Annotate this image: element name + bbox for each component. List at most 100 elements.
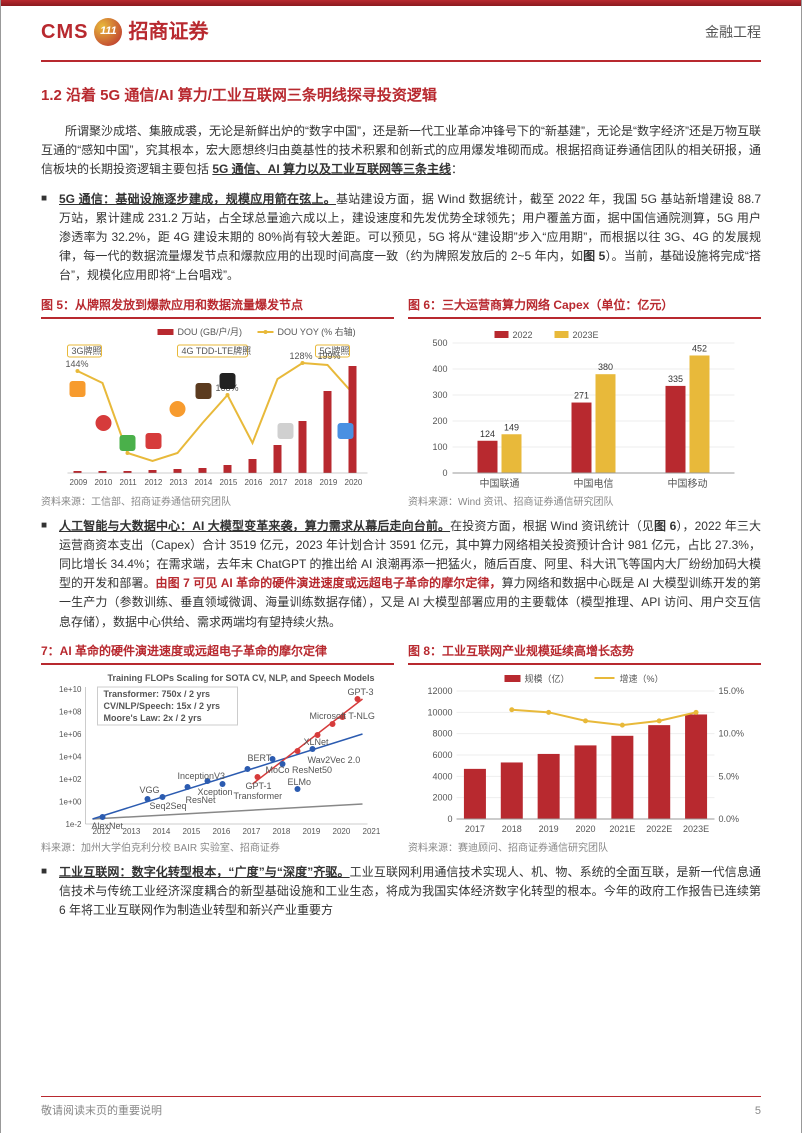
svg-text:2014: 2014: [153, 827, 171, 836]
logo-icon: 111: [94, 18, 122, 46]
figure-5-source: 资料来源：工信部、招商证券通信研究团队: [41, 495, 394, 511]
svg-text:Seq2Seq: Seq2Seq: [150, 801, 187, 811]
svg-text:10.0%: 10.0%: [719, 729, 745, 739]
svg-text:BERT: BERT: [248, 753, 272, 763]
svg-text:XLNet: XLNet: [304, 737, 330, 747]
bullet-5g-figref: 图 5: [583, 249, 605, 263]
svg-text:2000: 2000: [432, 793, 452, 803]
figure-5-chart: DOU (GB/户/月) DOU YOY (% 右轴) 3G牌照 4G TDD-…: [41, 323, 394, 493]
svg-text:1e+10: 1e+10: [59, 685, 82, 694]
fig7-leg1: Transformer: 750x / 2 yrs: [104, 689, 211, 699]
footer: 敬请阅读末页的重要说明 5: [41, 1096, 761, 1121]
svg-text:2013: 2013: [170, 478, 188, 487]
svg-text:VGG: VGG: [140, 785, 160, 795]
fig5-p199: 199%: [318, 351, 341, 361]
figure-6-title: 图 6：三大运营商算力网络 Capex（单位：亿元）: [408, 296, 761, 319]
svg-text:2018: 2018: [273, 827, 291, 836]
svg-text:335: 335: [668, 374, 683, 384]
figure-8-chart: 规模（亿）增速（%）0200040006000800010000120000.0…: [408, 669, 761, 839]
svg-text:5.0%: 5.0%: [719, 771, 740, 781]
section-title: 1.2 沿着 5G 通信/AI 算力/工业互联网三条明线探寻投资逻辑: [41, 84, 761, 108]
figure-6-chart: 20222023E0100200300400500124149中国联通27138…: [408, 323, 761, 493]
header: CMS 111 招商证券 金融工程: [41, 6, 761, 56]
fig7-leg2: CV/NLP/Speech: 15x / 2 yrs: [104, 701, 221, 711]
fig7-subtitle: Training FLOPs Scaling for SOTA CV, NLP,…: [108, 673, 375, 683]
svg-text:1e+00: 1e+00: [59, 798, 82, 807]
svg-text:1e+02: 1e+02: [59, 775, 82, 784]
svg-text:2018: 2018: [502, 824, 522, 834]
figure-5: 图 5：从牌照发放到爆款应用和数据流量爆发节点 DOU (GB/户/月) DOU…: [41, 296, 394, 511]
logo-cn: 招商证券: [128, 16, 208, 48]
bullet-ai-figref: 图 6: [654, 519, 676, 533]
svg-text:2019: 2019: [303, 827, 321, 836]
svg-text:2017: 2017: [465, 824, 485, 834]
svg-text:1e+08: 1e+08: [59, 708, 82, 717]
figure-7-title: 7：AI 革命的硬件演进速度或远超电子革命的摩尔定律: [41, 642, 394, 665]
svg-text:2012: 2012: [145, 478, 163, 487]
svg-text:2022: 2022: [513, 330, 533, 340]
svg-text:2009: 2009: [70, 478, 88, 487]
svg-text:2018: 2018: [295, 478, 313, 487]
svg-text:2016: 2016: [213, 827, 231, 836]
svg-text:0: 0: [442, 468, 447, 478]
svg-text:300: 300: [432, 390, 447, 400]
footer-left: 敬请阅读末页的重要说明: [41, 1103, 162, 1121]
figure-8: 图 8：工业互联网产业规模延续高增长态势 规模（亿）增速（%）020004000…: [408, 642, 761, 857]
svg-text:380: 380: [598, 362, 613, 372]
svg-text:2015: 2015: [220, 478, 238, 487]
svg-text:InceptionV3: InceptionV3: [178, 771, 226, 781]
intro-underline: 5G 通信、AI 算力以及工业互联网等三条主线: [212, 162, 451, 176]
bullet-ai-red: 由图 7 可见 AI 革命的硬件演进速度或远超电子革命的摩尔定律，: [156, 576, 502, 590]
svg-text:4000: 4000: [432, 771, 452, 781]
figure-6: 图 6：三大运营商算力网络 Capex（单位：亿元） 20222023E0100…: [408, 296, 761, 511]
svg-text:ResNet: ResNet: [186, 795, 217, 805]
figure-row-1: 图 5：从牌照发放到爆款应用和数据流量爆发节点 DOU (GB/户/月) DOU…: [41, 296, 761, 511]
svg-text:400: 400: [432, 364, 447, 374]
svg-text:6000: 6000: [432, 750, 452, 760]
fig5-p128: 128%: [290, 351, 313, 361]
svg-text:12000: 12000: [427, 686, 452, 696]
svg-text:中国联通: 中国联通: [480, 477, 520, 490]
svg-text:2021E: 2021E: [609, 824, 635, 834]
bullet-ai: 人工智能与大数据中心：AI 大模型变革来袭，算力需求从幕后走向台前。在投资方面，…: [41, 517, 761, 632]
svg-text:8000: 8000: [432, 729, 452, 739]
header-category: 金融工程: [705, 21, 761, 43]
svg-text:149: 149: [504, 422, 519, 432]
figure-5-title: 图 5：从牌照发放到爆款应用和数据流量爆发节点: [41, 296, 394, 319]
svg-text:2017: 2017: [270, 478, 288, 487]
svg-text:124: 124: [480, 428, 495, 438]
svg-text:1e+06: 1e+06: [59, 730, 82, 739]
svg-text:0.0%: 0.0%: [719, 814, 740, 824]
svg-text:1e-2: 1e-2: [65, 820, 82, 829]
intro-paragraph: 所谓聚沙成塔、集腋成裘，无论是新鲜出炉的“数字中国”，还是新一代工业革命冲锋号下…: [41, 122, 761, 180]
svg-text:规模（亿）: 规模（亿）: [525, 673, 570, 684]
intro-tail: ：: [451, 162, 463, 176]
svg-text:2017: 2017: [243, 827, 261, 836]
svg-text:0: 0: [447, 814, 452, 824]
fig7-leg3: Moore's Law: 2x / 2 yrs: [104, 713, 202, 723]
bullet-ai-head: 人工智能与大数据中心：AI 大模型变革来袭，算力需求从幕后走向台前。: [59, 519, 450, 533]
svg-text:2023E: 2023E: [573, 330, 599, 340]
svg-text:2014: 2014: [195, 478, 213, 487]
svg-text:500: 500: [432, 338, 447, 348]
bullet-5g-head: 5G 通信：基础设施逐步建成，规模应用箭在弦上。: [59, 192, 336, 206]
fig5-p144: 144%: [66, 359, 89, 369]
svg-text:2021: 2021: [363, 827, 381, 836]
bullet-5g: 5G 通信：基础设施逐步建成，规模应用箭在弦上。基站建设方面，据 Wind 数据…: [41, 190, 761, 286]
svg-text:2015: 2015: [183, 827, 201, 836]
bullet-ai-body: 在投资方面，根据 Wind 资讯统计（见: [450, 519, 654, 533]
bullet-iiot-head: 工业互联网：数字化转型根本，“广度”与“深度”齐驱。: [59, 865, 350, 879]
figure-7-source: 料来源：加州大学伯克利分校 BAIR 实验室、招商证券: [41, 841, 394, 857]
figure-7-chart: Training FLOPs Scaling for SOTA CV, NLP,…: [41, 669, 394, 839]
svg-text:2019: 2019: [320, 478, 338, 487]
svg-text:2013: 2013: [123, 827, 141, 836]
svg-text:452: 452: [692, 343, 707, 353]
svg-text:2012: 2012: [93, 827, 111, 836]
svg-text:1e+04: 1e+04: [59, 753, 82, 762]
figure-8-source: 资料来源：赛迪顾问、招商证券通信研究团队: [408, 841, 761, 857]
svg-text:中国电信: 中国电信: [574, 477, 614, 490]
svg-text:中国移动: 中国移动: [668, 477, 708, 490]
figure-7: 7：AI 革命的硬件演进速度或远超电子革命的摩尔定律 Training FLOP…: [41, 642, 394, 857]
header-divider: [41, 60, 761, 62]
fig5-anno-3g: 3G牌照: [72, 345, 102, 356]
